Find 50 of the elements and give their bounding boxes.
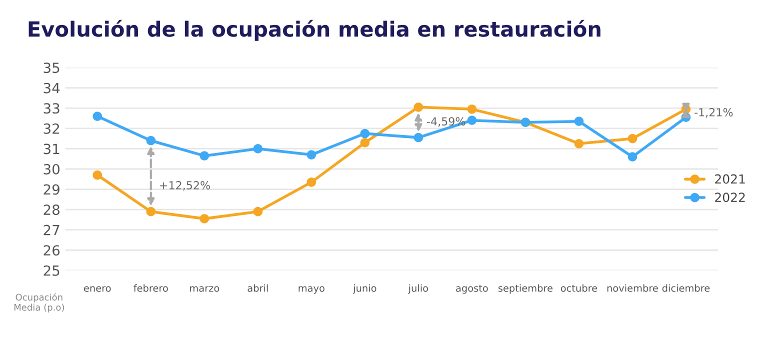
x-tick-label: junio <box>352 284 376 294</box>
point <box>467 104 477 114</box>
x-tick-label: enero <box>84 286 111 292</box>
point <box>628 134 638 144</box>
point <box>574 116 584 126</box>
point <box>92 112 102 121</box>
y-tick-label: 29 <box>44 184 60 195</box>
point <box>253 206 263 216</box>
point <box>628 152 638 162</box>
annotation: -1,21% <box>694 108 733 118</box>
y-tick-label: 30 <box>44 164 60 174</box>
y-tick-label: 26 <box>44 245 60 256</box>
annotation: -4,59% <box>427 117 466 127</box>
y-tick-label: 31 <box>44 144 60 154</box>
point <box>414 102 424 112</box>
y-tick-label: 32 <box>44 123 60 134</box>
point <box>467 116 477 126</box>
x-tick-label: noviembre <box>607 284 658 292</box>
point <box>200 214 210 224</box>
y-tick-label: 35 <box>44 62 60 74</box>
point <box>146 206 156 216</box>
x-tick-label: abril <box>248 284 268 292</box>
x-tick-label: mayo <box>298 286 324 294</box>
x-tick-label: julio <box>408 284 428 294</box>
x-tick-label: octubre <box>560 284 598 292</box>
point <box>414 132 424 142</box>
point <box>306 177 316 187</box>
y-tick-label: 33 <box>44 103 60 114</box>
point <box>92 170 102 180</box>
point <box>253 144 263 154</box>
y-axis-title: Ocupación Media (p.o) <box>14 293 64 312</box>
point <box>200 151 210 161</box>
legend-label: 2021 <box>715 174 745 184</box>
y-tick-label: 28 <box>44 204 60 216</box>
x-tick-label: febrero <box>134 284 168 292</box>
y-tick-label: 34 <box>44 82 60 94</box>
x-tick-label: septiembre <box>498 284 552 294</box>
y-tick-label: 25 <box>44 265 60 276</box>
x-tick-label: diciembre <box>662 284 710 292</box>
legend-label: 2022 <box>715 192 745 202</box>
point <box>360 128 370 138</box>
y-tick-label: 27 <box>44 224 60 236</box>
point <box>306 150 316 160</box>
point <box>146 136 156 146</box>
annotation: +12,52% <box>160 181 210 191</box>
point <box>574 138 584 148</box>
x-tick-label: agosto <box>456 284 488 294</box>
x-tick-label: marzo <box>190 286 220 292</box>
chart-title: Evolución de la ocupación media en restauración <box>28 20 600 41</box>
point <box>360 138 370 148</box>
